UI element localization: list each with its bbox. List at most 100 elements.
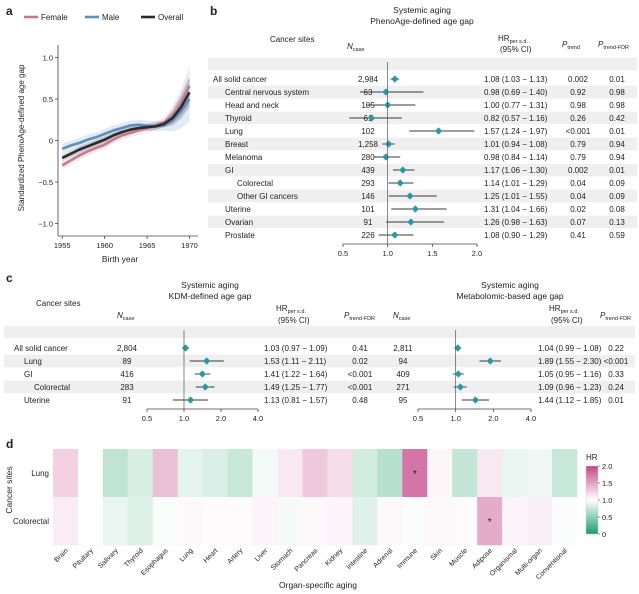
panel-c-col-n-main: N	[393, 311, 399, 320]
heatmap-cell	[552, 497, 578, 546]
heatmap-column-label: Artery	[226, 547, 245, 566]
panel-b-col-n-sub: case	[353, 47, 365, 53]
panel-a-y-tick-label: −1.0	[38, 220, 53, 229]
panel-b-col-ci: (95% CI)	[500, 45, 532, 54]
panel-a-series-line-female	[61, 85, 191, 167]
panel-b-row-n: 2,984	[358, 75, 379, 84]
heatmap-colorbar-tick-label: 1.0	[602, 496, 612, 505]
panel-b-row-ptrend: 0.002	[568, 75, 589, 84]
panel-b-row-hr-ci: 1.00 (0.77 − 1.31)	[484, 101, 548, 110]
heatmap-cell	[302, 449, 328, 498]
panel-c-col-hr-main: HR	[276, 304, 288, 313]
panel-c-point-marker	[456, 383, 465, 391]
panel-c-row-hr-ci: 1.03 (0.97 − 1.09)	[264, 344, 328, 353]
panel-c-row-hr-ci: 1.05 (0.95 − 1.16)	[538, 370, 602, 379]
panel-b-col-ptrend: Ptrend	[562, 40, 580, 51]
panel-b-row-n: 280	[361, 153, 375, 162]
heatmap-cell	[527, 497, 553, 546]
panel-a-legend-label-female: Female	[41, 13, 68, 22]
panel-b-row-ptrend: 0.02	[570, 205, 586, 214]
panel-b-title-line2: PhenoAge-defined age gap	[370, 16, 474, 26]
panel-c-col-n-sub: case	[399, 316, 411, 322]
panel-c-row-n: 2,811	[393, 344, 413, 353]
panel-c-point-marker	[454, 344, 462, 352]
panel-d-cells: **	[53, 449, 578, 546]
heatmap-colorbar-tick-label: 2.0	[602, 462, 612, 471]
panel-b-col-pfdr-main: P	[598, 40, 604, 49]
panel-b-row-site: Thyroid	[225, 114, 252, 123]
panel-c-metab-title-line2: Metabolomic-based age gap	[456, 291, 564, 301]
panel-c-row-hr-ci: 1.09 (0.96 − 1.23)	[538, 383, 602, 392]
heatmap-cell	[177, 449, 204, 498]
panel-c-col-n-header: Ncase	[393, 311, 410, 322]
panel-b-row-stripe	[208, 163, 637, 177]
panel-c-col-hr-sub: per s.d.	[561, 309, 580, 315]
panel-label-b: b	[210, 4, 217, 18]
heatmap-column-label: Pituitary	[72, 547, 95, 570]
heatmap-row-label: Lung	[31, 469, 49, 478]
panel-c-row-hr-ci: 1.44 (1.12 − 1.85)	[538, 396, 602, 405]
heatmap-cell	[452, 497, 478, 546]
heatmap-cell	[152, 449, 179, 498]
panel-c-col-p-main: P	[344, 311, 350, 320]
panel-c-col-n-header: Ncase	[117, 311, 134, 322]
panel-a-x-tick-label: 1960	[96, 241, 113, 250]
heatmap-colorbar-tick-label: 0	[602, 530, 606, 539]
panel-b-title-line1: Systemic aging	[393, 5, 451, 15]
panel-c-point-marker	[181, 344, 190, 352]
heatmap-cell	[402, 497, 428, 546]
heatmap-cell	[552, 449, 578, 498]
panel-b-row-site: All solid cancer	[213, 75, 267, 84]
panel-c-forest-plots: Cancer sites All solid cancer Lung GIColor…	[4, 280, 635, 423]
heatmap-cell	[352, 497, 378, 546]
heatmap-cell	[327, 449, 353, 498]
panel-d-y-axis-label: Cancer sites	[4, 466, 14, 513]
heatmap-cell	[527, 449, 553, 498]
heatmap-column-label: Stomach	[270, 547, 295, 572]
heatmap-cell	[502, 449, 528, 498]
panel-b-row-hr-ci: 0.82 (0.57 − 1.16)	[484, 114, 548, 123]
panel-b-x-tick-label: 1.0	[382, 249, 392, 258]
panel-b-row-hr-ci: 1.08 (1.03 − 1.13)	[484, 75, 548, 84]
panel-a-x-axis-label: Birth year	[102, 254, 139, 264]
panel-c-col-p-sub: trend-FDR	[349, 316, 375, 322]
heatmap-cell	[102, 449, 129, 498]
heatmap-column-label: Kidney	[324, 547, 344, 567]
panel-b-row-ptrend: 0.07	[570, 218, 586, 227]
panel-b-row-n: 61	[364, 114, 373, 123]
heatmap-cell	[202, 449, 228, 498]
panel-b-row-n: 102	[361, 127, 375, 136]
panel-c-x-tick-label: 2.0	[216, 414, 226, 423]
panel-b-row-hr-ci: 1.01 (0.94 − 1.08)	[484, 140, 548, 149]
panel-c-row-hr-ci: 1.41 (1.22 − 1.64)	[264, 370, 328, 379]
heatmap-cell	[77, 449, 104, 498]
heatmap-column-label: Intestine	[346, 547, 370, 571]
panel-c-row-site: All solid cancer	[14, 344, 68, 353]
heatmap-column-label: Pancreas	[294, 547, 320, 573]
panel-c-point-marker	[186, 396, 195, 404]
heatmap-cell	[427, 497, 453, 546]
panel-b-row-ptrend: 0.41	[570, 231, 586, 240]
panel-c-x-tick-label: 2.0	[488, 414, 498, 423]
panel-b-row-pfdr: 0.09	[609, 192, 625, 201]
panel-c-point-marker	[471, 396, 480, 404]
panel-b-point-marker	[382, 153, 390, 161]
panel-b-col-n: Ncase	[347, 42, 364, 53]
panel-c-x-tick-label: 1.0	[450, 414, 460, 423]
panel-b-row-pfdr: 0.42	[609, 114, 625, 123]
panel-b-row-n: 146	[361, 192, 375, 201]
panel-c-row-stripe	[4, 354, 635, 368]
panel-c-col-p-header: Ptrend-FDR	[344, 311, 375, 322]
heatmap-cell	[102, 497, 129, 546]
panel-b-row-n: 63	[364, 88, 373, 97]
heatmap-cell	[53, 497, 79, 546]
panel-c-row-hr-ci: 1.89 (1.55 − 2.30)	[538, 357, 602, 366]
panel-label-c: c	[6, 271, 13, 285]
panel-b-point-marker	[384, 140, 393, 148]
panel-c-x-tick-label: 4.0	[253, 414, 263, 423]
panel-b-row-site: Melanoma	[225, 153, 263, 162]
panel-a-y-tick-label: 0.5	[43, 95, 53, 104]
panel-b-point-marker	[406, 192, 414, 200]
panel-b-row-hr-ci: 1.57 (1.24 − 1.97)	[484, 127, 548, 136]
panel-b-row-hr-ci: 1.17 (1.06 − 1.30)	[484, 166, 548, 175]
